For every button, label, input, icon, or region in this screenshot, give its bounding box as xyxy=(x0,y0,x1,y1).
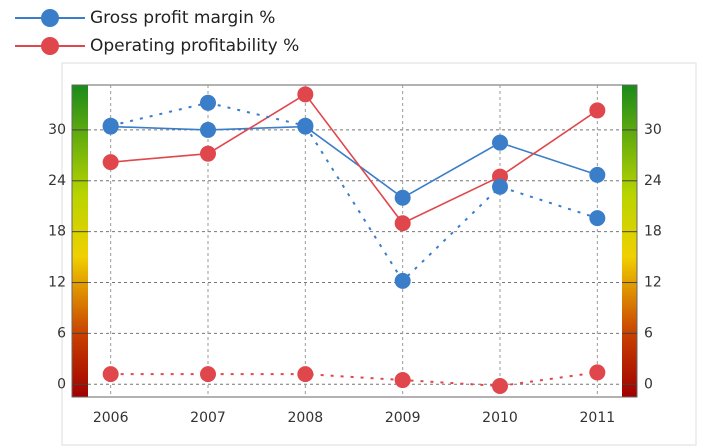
point xyxy=(394,272,411,289)
y2-tick-label: 18 xyxy=(644,224,662,240)
y-tick-label: 30 xyxy=(48,122,66,138)
point xyxy=(102,154,119,171)
point xyxy=(492,377,508,394)
point xyxy=(102,117,119,134)
chart-frame xyxy=(61,62,697,446)
legend-label: Operating profitability % xyxy=(90,36,299,56)
point xyxy=(200,145,216,162)
series-line xyxy=(110,371,598,387)
x-tick-label: 2010 xyxy=(482,410,518,426)
x-tick-label: 2011 xyxy=(580,410,616,426)
x-tick-label: 2009 xyxy=(385,410,421,426)
point xyxy=(200,366,216,383)
point xyxy=(200,121,216,138)
y2-tick-label: 30 xyxy=(644,122,662,138)
legend-marker xyxy=(41,9,59,27)
series-line xyxy=(110,93,598,225)
legend: Gross profit margin % Operating profitabi… xyxy=(15,8,299,56)
y2-tick-label: 24 xyxy=(644,173,662,189)
y2-tick-label: 6 xyxy=(644,325,653,341)
x-tick-label: 2007 xyxy=(190,410,226,426)
x-tick-label: 2006 xyxy=(93,410,129,426)
point xyxy=(589,210,606,227)
point xyxy=(297,86,314,103)
point xyxy=(394,189,411,206)
y-tick-label: 12 xyxy=(48,275,66,291)
y2-tick-label: 0 xyxy=(644,376,653,392)
left-gauge xyxy=(72,85,88,397)
y-tick-label: 24 xyxy=(48,173,66,189)
series-line xyxy=(110,125,598,199)
point xyxy=(394,215,411,232)
point xyxy=(200,94,216,111)
point xyxy=(297,366,314,383)
point xyxy=(297,117,314,134)
legend-label: Gross profit margin % xyxy=(90,8,275,28)
point xyxy=(589,102,606,119)
y-tick-label: 18 xyxy=(48,224,66,240)
legend-marker xyxy=(41,37,59,55)
y-tick-label: 0 xyxy=(57,376,66,392)
point xyxy=(394,372,411,389)
series-line xyxy=(110,101,598,283)
point xyxy=(589,364,606,381)
y-tick-label: 6 xyxy=(57,325,66,341)
point xyxy=(102,366,119,383)
plot-frame xyxy=(71,84,638,398)
point xyxy=(589,166,606,183)
right-gauge xyxy=(622,85,637,397)
point xyxy=(492,134,508,151)
y2-tick-label: 12 xyxy=(644,275,662,291)
point xyxy=(492,178,508,195)
x-tick-label: 2008 xyxy=(288,410,324,426)
